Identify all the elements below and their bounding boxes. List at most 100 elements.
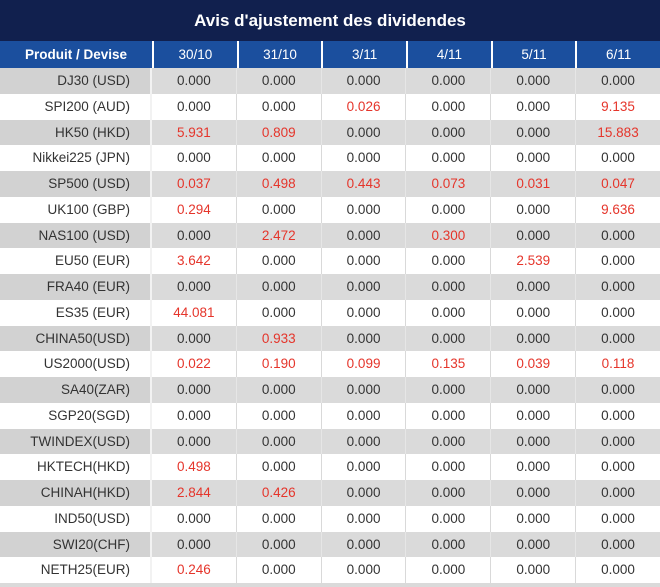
- value-cell: 0.000: [490, 196, 576, 223]
- product-cell: SA40(ZAR): [0, 377, 152, 403]
- table-row: IND50(USD) 0.000 0.000 0.000 0.000 0.000 0.000: [0, 505, 660, 532]
- value-cell: 0.000: [490, 531, 576, 558]
- product-cell: US2000(USD): [0, 351, 152, 377]
- value-cell: 2.844: [152, 480, 236, 506]
- value-cell: 0.000: [320, 557, 406, 583]
- table-row: HKTECH(HKD) 0.498 0.000 0.000 0.000 0.000 0.00…: [0, 454, 660, 480]
- table-row: TWINDEX(USD) 0.000 0.000 0.000 0.000 0.000 0.0…: [0, 428, 660, 455]
- value-cell: 0.000: [235, 68, 321, 94]
- value-cell: 0.000: [575, 557, 660, 583]
- product-cell: Nikkei225 (JPN): [0, 145, 152, 171]
- value-cell: 0.000: [320, 402, 406, 429]
- value-cell: 0.246: [152, 557, 236, 583]
- column-header-date: 6/11: [575, 41, 660, 68]
- value-cell: 0.000: [235, 377, 321, 403]
- value-cell: 3.642: [152, 248, 236, 274]
- value-cell: 0.000: [235, 299, 321, 326]
- value-cell: 0.443: [320, 171, 406, 197]
- value-cell: 0.000: [405, 325, 491, 352]
- value-cell: 0.000: [405, 68, 491, 94]
- value-cell: 9.135: [575, 93, 660, 120]
- table-row: SWI20(CHF) 0.000 0.000 0.000 0.000 0.000 0.000: [0, 531, 660, 558]
- product-cell: NETH25(EUR): [0, 557, 152, 583]
- value-cell: 0.000: [490, 93, 576, 120]
- value-cell: 0.000: [320, 145, 406, 171]
- value-cell: 0.000: [235, 274, 321, 300]
- value-cell: 0.000: [320, 196, 406, 223]
- value-cell: 0.000: [490, 505, 576, 532]
- product-cell: IND50(USD): [0, 505, 152, 532]
- column-header-date: 31/10: [236, 41, 322, 68]
- value-cell: 0.000: [235, 93, 321, 120]
- value-cell: 0.000: [575, 428, 660, 455]
- product-cell: HKTECH(HKD): [0, 454, 152, 480]
- table-row: SGP20(SGD) 0.000 0.000 0.000 0.000 0.000 0.000: [0, 402, 660, 429]
- value-cell: 0.000: [575, 531, 660, 558]
- table-row: UK100 (GBP) 0.294 0.000 0.000 0.000 0.000 9.63…: [0, 196, 660, 223]
- value-cell: 0.000: [405, 196, 491, 223]
- value-cell: 0.000: [575, 274, 660, 300]
- product-cell: DJ30 (USD): [0, 68, 152, 94]
- table-row: Nikkei225 (JPN) 0.000 0.000 0.000 0.000 0.000…: [0, 145, 660, 171]
- value-cell: 0.000: [235, 505, 321, 532]
- value-cell: 0.000: [490, 402, 576, 429]
- value-cell: 0.000: [235, 196, 321, 223]
- table-row: HK50 (HKD) 5.931 0.809 0.000 0.000 0.000 15.88…: [0, 119, 660, 146]
- value-cell: 0.000: [490, 454, 576, 480]
- value-cell: 0.000: [575, 402, 660, 429]
- value-cell: 0.135: [405, 351, 491, 377]
- table-row: CHINA50(USD) 0.000 0.933 0.000 0.000 0.000 0.0…: [0, 325, 660, 352]
- table-row: SA40(ZAR) 0.000 0.000 0.000 0.000 0.000 0.000: [0, 377, 660, 403]
- value-cell: 0.000: [575, 325, 660, 352]
- value-cell: 0.000: [405, 377, 491, 403]
- value-cell: 0.426: [235, 480, 321, 506]
- value-cell: 0.000: [490, 299, 576, 326]
- table-row: US2000(USD) 0.022 0.190 0.099 0.135 0.039 0.11…: [0, 351, 660, 377]
- table-row: SP500 (USD) 0.037 0.498 0.443 0.073 0.031 0.04…: [0, 171, 660, 197]
- value-cell: 0.000: [320, 68, 406, 94]
- value-cell: 0.000: [235, 402, 321, 429]
- value-cell: 2.539: [490, 248, 576, 274]
- value-cell: 0.809: [235, 119, 321, 146]
- value-cell: 0.099: [320, 351, 406, 377]
- product-cell: FRA40 (EUR): [0, 274, 152, 300]
- table-row: ES35 (EUR) 44.081 0.000 0.000 0.000 0.000 0.00…: [0, 299, 660, 326]
- value-cell: 0.000: [152, 428, 236, 455]
- value-cell: 0.000: [405, 93, 491, 120]
- value-cell: 0.000: [405, 402, 491, 429]
- product-cell: HK50 (HKD): [0, 119, 152, 146]
- value-cell: 0.000: [405, 505, 491, 532]
- value-cell: 0.000: [490, 222, 576, 249]
- value-cell: 0.000: [575, 505, 660, 532]
- value-cell: 0.000: [405, 145, 491, 171]
- value-cell: 15.883: [575, 119, 660, 146]
- value-cell: 0.000: [490, 377, 576, 403]
- table-row: NETH25(EUR) 0.246 0.000 0.000 0.000 0.000 0.00…: [0, 557, 660, 583]
- value-cell: 0.000: [490, 119, 576, 146]
- table-body: DJ30 (USD) 0.000 0.000 0.000 0.000 0.000 0.000…: [0, 68, 660, 583]
- value-cell: 0.118: [575, 351, 660, 377]
- value-cell: 0.000: [320, 274, 406, 300]
- value-cell: 0.498: [235, 171, 321, 197]
- column-header-product: Produit / Devise: [24, 47, 128, 62]
- value-cell: 0.000: [405, 480, 491, 506]
- product-cell: SGP20(SGD): [0, 402, 152, 429]
- value-cell: 0.000: [320, 119, 406, 146]
- page-title: Avis d'ajustement des dividendes: [0, 0, 660, 41]
- value-cell: 0.000: [575, 454, 660, 480]
- value-cell: 0.000: [490, 68, 576, 94]
- value-cell: 9.636: [575, 196, 660, 223]
- value-cell: 0.000: [490, 274, 576, 300]
- value-cell: 0.000: [490, 145, 576, 171]
- value-cell: 0.000: [575, 248, 660, 274]
- value-cell: 0.047: [575, 171, 660, 197]
- value-cell: 0.000: [235, 145, 321, 171]
- column-header-date: 30/10: [152, 41, 237, 68]
- product-cell: ES35 (EUR): [0, 299, 152, 326]
- product-cell: CHINA50(USD): [0, 325, 152, 352]
- value-cell: 0.000: [575, 299, 660, 326]
- value-cell: 0.000: [575, 222, 660, 249]
- table-bottom-strip: [0, 583, 660, 587]
- value-cell: 0.000: [235, 557, 321, 583]
